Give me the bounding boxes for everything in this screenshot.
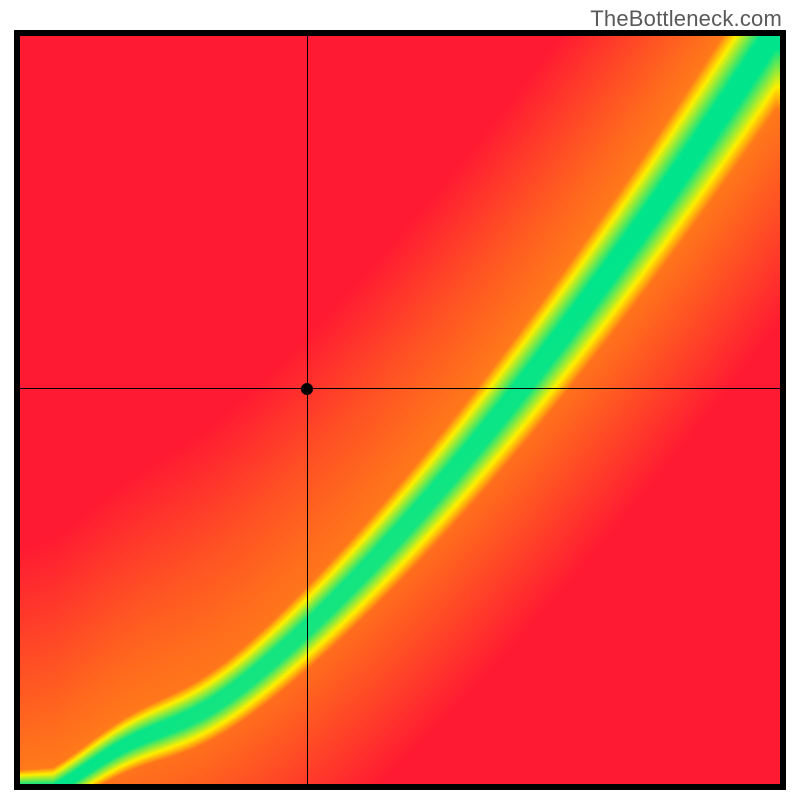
heatmap-canvas [14,30,786,790]
chart-container: TheBottleneck.com [0,0,800,800]
crosshair-vertical [307,30,308,790]
crosshair-horizontal [14,388,786,389]
marker-point [301,383,313,395]
watermark-text: TheBottleneck.com [590,6,782,32]
